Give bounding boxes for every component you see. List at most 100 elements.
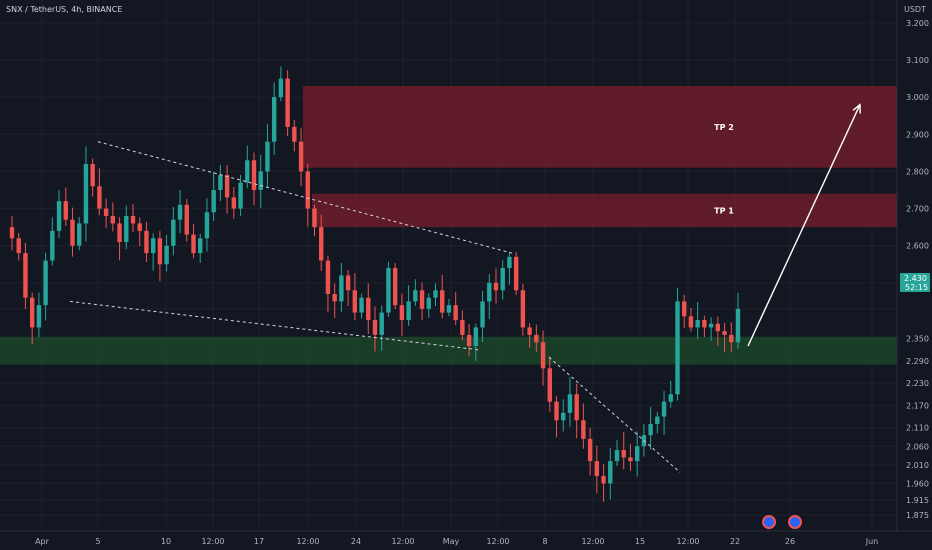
candle — [534, 324, 539, 352]
candle-body — [117, 223, 122, 242]
candle — [16, 232, 21, 261]
trendline — [548, 356, 681, 473]
candle — [265, 124, 270, 188]
candle — [231, 187, 237, 219]
candle-body — [359, 297, 364, 313]
candle-body — [130, 216, 136, 224]
candle — [325, 255, 331, 313]
candle-body — [453, 305, 458, 320]
candle — [339, 262, 344, 313]
candle-body — [608, 461, 613, 484]
candle-body — [729, 334, 734, 343]
candle — [460, 310, 465, 341]
candle — [702, 315, 707, 337]
candle-body — [587, 438, 593, 462]
candle — [258, 154, 263, 209]
candle — [298, 127, 304, 187]
candle — [292, 119, 297, 152]
candle — [23, 242, 28, 309]
candle-body — [36, 305, 42, 328]
candle — [251, 152, 257, 206]
candle — [628, 444, 633, 471]
candle-body — [265, 141, 270, 172]
time-tick-label: Apr — [35, 537, 50, 546]
projection-arrow-line — [747, 104, 861, 347]
event-markers[interactable] — [762, 515, 802, 529]
candle-body — [285, 78, 290, 127]
time-tick-label: May — [443, 537, 460, 546]
trendline — [69, 300, 479, 351]
candle-body — [386, 268, 391, 313]
candle-body — [298, 141, 304, 172]
price-tick-label: 2.110 — [906, 424, 929, 433]
candle-body — [540, 342, 546, 369]
time-tick-label: 12:00 — [676, 537, 699, 546]
candle — [440, 274, 445, 319]
time-tick-label: 26 — [785, 537, 795, 546]
candle-body — [520, 290, 526, 328]
candle-body — [171, 219, 176, 246]
time-axis[interactable]: Apr 5 10 12:00 17 12:00 24 12:00 May 12:00 8 12:00 1… — [35, 537, 878, 546]
candle-body — [292, 126, 297, 142]
event-flag-icon[interactable] — [788, 515, 802, 529]
candle — [715, 316, 721, 346]
time-tick-label: 15 — [635, 537, 645, 546]
candle — [722, 322, 727, 353]
supply-zone — [303, 86, 897, 168]
candle — [561, 399, 566, 432]
candle-body — [110, 216, 116, 224]
candle — [157, 231, 163, 282]
candle-body — [70, 219, 75, 246]
candle-body — [56, 201, 62, 231]
candle-body — [628, 457, 633, 462]
candle — [433, 283, 438, 306]
time-tick-label: 10 — [161, 537, 171, 546]
candle-body — [157, 238, 163, 265]
candle — [500, 260, 505, 300]
candle — [285, 70, 290, 136]
candle-body — [251, 160, 257, 190]
candle-body — [507, 256, 512, 268]
candle-body — [426, 297, 431, 309]
candle — [50, 217, 55, 266]
candle — [110, 202, 116, 232]
candle — [171, 207, 176, 256]
candle-body — [513, 256, 519, 291]
event-flag-icon[interactable] — [762, 515, 776, 529]
candle-body — [668, 394, 673, 402]
candle — [238, 174, 243, 216]
candle — [332, 283, 337, 319]
candle-body — [695, 320, 700, 328]
candle — [103, 198, 109, 228]
time-tick-label: 12:00 — [486, 537, 509, 546]
candle-body — [446, 305, 452, 313]
candle — [224, 164, 230, 214]
candle-body — [661, 401, 667, 417]
candle — [204, 198, 210, 252]
candle — [547, 356, 552, 412]
candle-body — [319, 227, 324, 261]
zones: TP 2 TP 1 — [0, 86, 897, 365]
candle-body — [735, 308, 741, 343]
candle — [345, 269, 351, 306]
time-tick-label: 24 — [351, 537, 361, 546]
candle — [507, 251, 512, 285]
candle-body — [527, 327, 532, 335]
candle — [634, 431, 640, 477]
candle-body — [312, 208, 317, 228]
candle-body — [702, 320, 707, 328]
trendlines — [69, 103, 861, 473]
candle-body — [63, 201, 68, 220]
candle-body — [90, 164, 95, 187]
candle-body — [339, 275, 344, 302]
currency-label: USDT — [904, 5, 926, 14]
candle-body — [406, 301, 411, 320]
candle — [359, 293, 364, 319]
candle-body — [621, 450, 626, 458]
candle — [124, 205, 129, 250]
candle-body — [372, 320, 378, 335]
candle — [184, 199, 189, 242]
candle — [245, 145, 250, 189]
candle — [386, 261, 391, 317]
